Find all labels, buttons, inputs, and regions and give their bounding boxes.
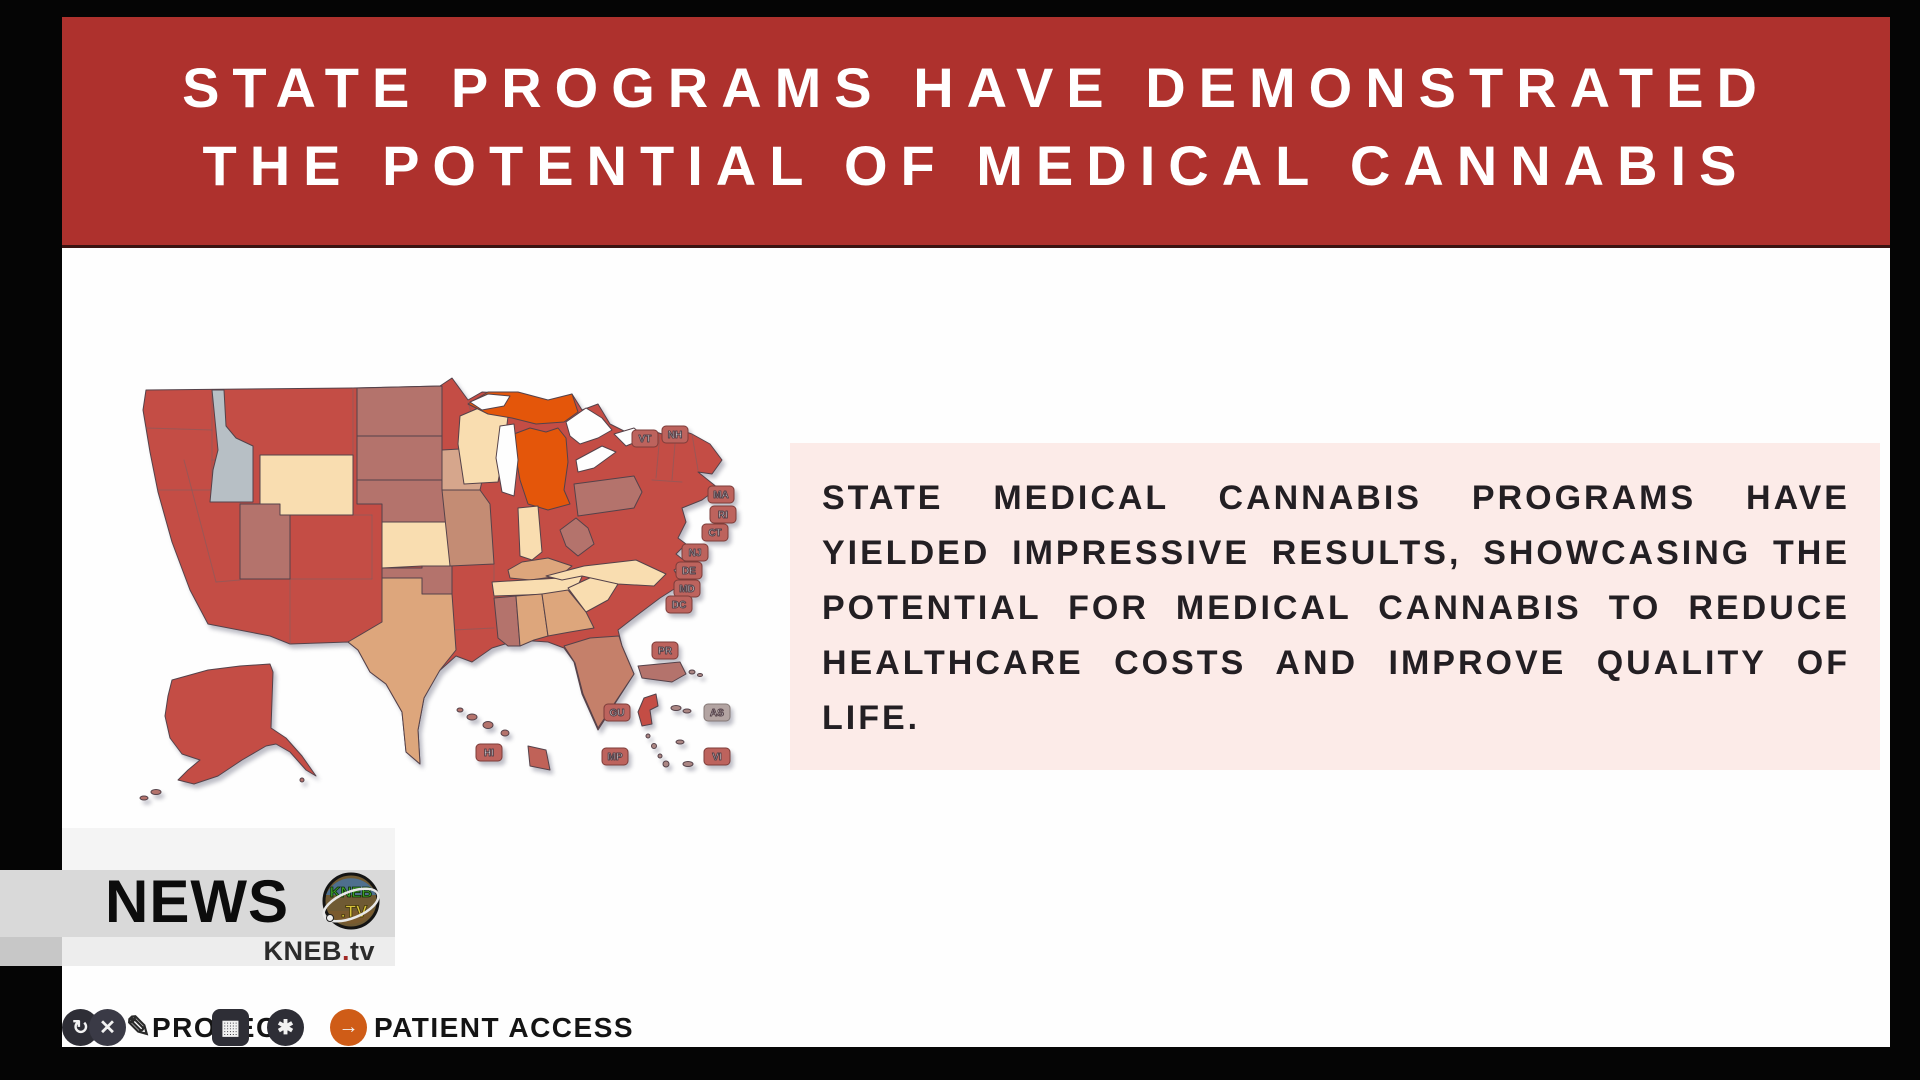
state-pennsylvania-shape	[573, 475, 643, 517]
state-alaska-shape	[164, 663, 317, 785]
station-name: KNEB	[263, 936, 342, 966]
state-indiana-shape	[517, 505, 543, 561]
station-wordmark: KNEB.tv	[263, 937, 375, 966]
arrow-circle-icon: →	[330, 1009, 367, 1046]
state-north-carolina-shape	[545, 559, 667, 587]
info-box-text: STATE MEDICAL CANNABIS PROGRAMS HAVE YIE…	[822, 479, 1850, 737]
state-missouri-shape	[441, 489, 495, 567]
title-line-2: THE POTENTIAL OF MEDICAL CANNABIS	[202, 134, 1750, 197]
svg-text:MP: MP	[608, 752, 623, 763]
kneb-bar-pillar-segment	[0, 937, 62, 966]
guam-shape	[637, 693, 659, 727]
state-alabama-shape	[515, 593, 549, 647]
title-line-1: STATE PROGRAMS HAVE DEMONSTRATED	[182, 56, 1770, 119]
svg-text:VT: VT	[639, 434, 652, 445]
presentation-slide: STATE PROGRAMS HAVE DEMONSTRATED THE POT…	[62, 17, 1890, 1047]
svg-text:DE: DE	[682, 566, 696, 577]
svg-text:HI: HI	[484, 748, 494, 759]
svg-text:NJ: NJ	[689, 548, 702, 559]
state-michigan-mitten-shape	[513, 427, 571, 511]
state-west-virginia-shape	[559, 517, 595, 557]
station-dot: .	[341, 936, 350, 966]
state-wyoming-shape	[259, 454, 354, 516]
social-icon: ✕	[89, 1009, 126, 1046]
title-banner: STATE PROGRAMS HAVE DEMONSTRATED THE POT…	[62, 17, 1890, 248]
state-texas-shape	[347, 577, 457, 765]
state-kansas-shape	[381, 521, 453, 569]
svg-text:PR: PR	[658, 646, 673, 657]
ticker: PROTECT PATIENT ACCESS ↻ ✕ ✎ ▦ ✱ →	[62, 1008, 762, 1048]
us-choropleth-map: VT NH MA RI CT NJ DE MD DC PR HI GU AS M…	[139, 377, 737, 801]
state-south-dakota-shape	[356, 435, 443, 481]
pencil-icon: ✎	[125, 1011, 152, 1044]
state-hawaii-shapes	[456, 707, 551, 771]
svg-text:VI: VI	[712, 752, 722, 763]
state-mississippi-shape	[493, 595, 521, 647]
grid-icon: ▦	[212, 1009, 249, 1046]
gear-icon: ✱	[267, 1009, 304, 1046]
station-suffix: tv	[349, 936, 375, 966]
svg-text:RI: RI	[718, 510, 728, 521]
aleutian-islands-shapes	[139, 777, 305, 801]
puerto-rico-shape	[637, 661, 687, 683]
kneb-tv-logo: KNEB .TV	[322, 872, 380, 930]
svg-text:DC: DC	[672, 600, 686, 611]
state-utah-shape	[239, 503, 291, 580]
svg-text:MA: MA	[713, 490, 729, 501]
svg-text:CT: CT	[708, 528, 721, 539]
info-box: STATE MEDICAL CANNABIS PROGRAMS HAVE YIE…	[790, 443, 1880, 770]
ticker-word-2: PATIENT ACCESS	[374, 1012, 635, 1043]
territory-islet-shapes	[645, 669, 703, 768]
svg-text:NH: NH	[668, 430, 682, 441]
svg-text:MD: MD	[679, 584, 695, 595]
state-florida-shape	[563, 635, 635, 729]
kneb-bar: KNEB.tv	[0, 937, 395, 966]
svg-text:AS: AS	[710, 708, 724, 719]
state-georgia-shape	[541, 589, 595, 637]
state-badges: VT NH MA RI CT NJ DE MD DC PR HI GU AS M…	[475, 425, 737, 766]
svg-text:GU: GU	[610, 708, 625, 719]
state-idaho-shape	[209, 389, 254, 503]
state-north-dakota-shape	[356, 385, 443, 437]
news-bar: NEWS KNEB .TV	[0, 870, 395, 937]
news-wordmark: NEWS	[105, 868, 289, 935]
svg-text:.TV: .TV	[341, 902, 368, 921]
news-lockup-top-strip	[62, 828, 395, 870]
